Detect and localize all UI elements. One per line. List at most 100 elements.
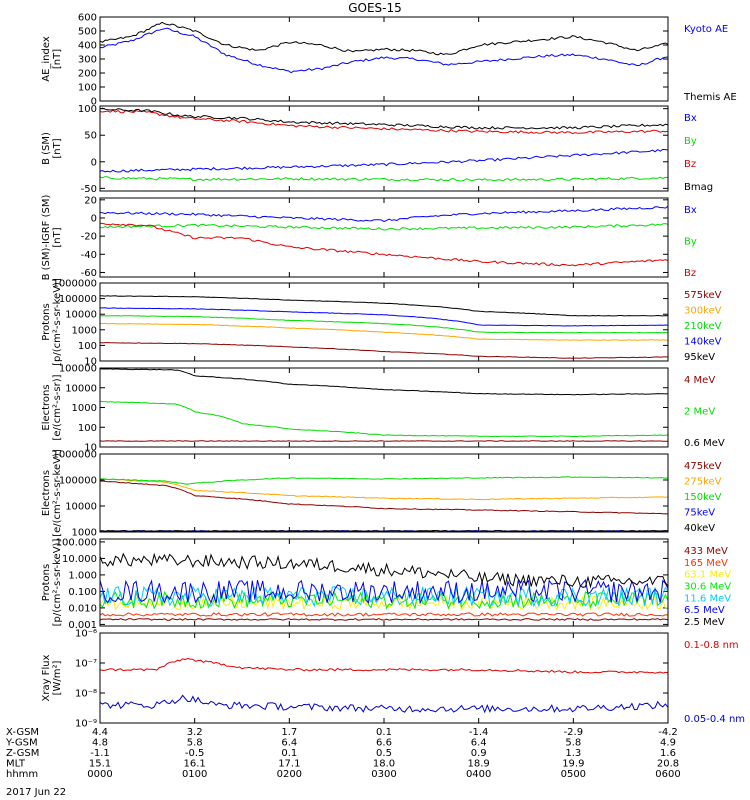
panel-bigrf: -60 -40 -20 0 20 B (SM)-IGRF (SM) [nT] Bx By Bz — [41, 195, 697, 281]
y-tick-label: 10⁻⁸ — [75, 689, 97, 700]
y-tick-label: 10 — [84, 357, 97, 368]
series-line — [99, 440, 669, 442]
y-tick-label: 10.000 — [62, 554, 97, 565]
orbit-value: 1.6 — [660, 748, 676, 759]
orbit-row-label: hhmm — [6, 769, 38, 780]
y-tick-label: 200 — [78, 69, 97, 80]
y-axis-label: [nT] — [52, 49, 63, 69]
y-tick-label: 0.001 — [68, 620, 97, 631]
y-tick-label: 500 — [78, 27, 97, 38]
y-tick-label: 1.000 — [68, 570, 97, 581]
series-line — [99, 552, 669, 589]
date-label: 2017 Jun 22 — [6, 787, 67, 798]
figure-title: GOES-15 — [348, 1, 402, 15]
y-tick-label: 300 — [78, 55, 97, 66]
series-line — [99, 694, 669, 714]
y-tick-label: 1000 — [72, 403, 97, 414]
series-line — [99, 109, 669, 135]
y-axis-label: [p/(cm²-s-sr-keV)] — [52, 539, 63, 627]
orbit-value: 4.4 — [92, 727, 108, 738]
y-axis-label: B (SM) — [41, 132, 52, 165]
orbit-value: -1.1 — [90, 748, 110, 759]
series-line — [99, 223, 669, 231]
orbit-value: 0400 — [466, 769, 491, 780]
orbit-value: 0.9 — [471, 748, 487, 759]
y-tick-label: 100 — [78, 341, 97, 352]
legend-entry: 140keV — [684, 337, 722, 348]
legend-entry: 75keV — [684, 508, 715, 519]
series-line — [99, 176, 669, 182]
series-line — [99, 21, 669, 56]
legend-entry: Kyoto AE — [684, 24, 728, 35]
panel-frame — [99, 367, 669, 448]
y-axis-label: [nT] — [52, 227, 63, 247]
series-line — [99, 107, 669, 130]
y-axis-label: Electrons — [41, 470, 52, 516]
series-line — [99, 368, 669, 396]
legend-entry: Bmag — [684, 182, 713, 193]
y-tick-label: 10000 — [65, 383, 97, 394]
y-tick-label: 100000 — [59, 294, 97, 305]
legend-entry: 210keV — [684, 321, 722, 332]
orbit-value: 0.1 — [281, 748, 297, 759]
series-line — [99, 222, 669, 267]
orbit-value: 16.1 — [184, 759, 206, 770]
y-tick-label: 0.100 — [68, 587, 97, 598]
orbit-value: 15.1 — [89, 759, 111, 770]
series-line — [100, 307, 669, 327]
legend-entry: 575keV — [684, 290, 722, 301]
legend-entry: 11.6 MeV — [684, 593, 731, 604]
series-line — [99, 322, 669, 341]
y-tick-label: 1000 — [72, 325, 97, 336]
y-axis-label: [e/(cm²-s-sr)] — [52, 374, 63, 440]
y-axis-label: Xray Flux — [41, 654, 52, 701]
orbit-value: 0300 — [371, 769, 396, 780]
legend-entry: By — [684, 237, 697, 248]
orbit-value: 19.9 — [562, 759, 584, 770]
legend-entry: Bz — [684, 268, 696, 279]
y-axis-label: AE_index — [41, 36, 52, 82]
panel-frame — [99, 538, 669, 627]
orbit-value: 17.1 — [278, 759, 300, 770]
orbit-value: 5.8 — [187, 738, 203, 749]
panel-ae: 0 100 200 300 400 500 600 AE_index [nT] Kyoto AE T… — [41, 13, 737, 108]
y-axis-label: Electrons — [41, 384, 52, 430]
y-tick-label: 0.010 — [68, 603, 97, 614]
panel-electrons-mev: 10 100 1000 10000 100000 Electrons [e/(cm²-s-s… — [41, 364, 725, 454]
orbit-value: 0.5 — [376, 748, 392, 759]
y-axis-label: [nT] — [52, 138, 63, 158]
legend-entry: 2 MeV — [684, 407, 715, 418]
legend-entry: 4 MeV — [684, 375, 715, 386]
legend-entry: 6.5 MeV — [684, 605, 725, 616]
series-line — [99, 478, 669, 501]
y-axis-label: [e/(cm²-s-sr-keV)] — [52, 449, 63, 537]
y-tick-label: -50 — [81, 184, 97, 195]
series-line — [99, 342, 669, 359]
legend-entry: Bx — [684, 113, 697, 124]
series-line — [99, 295, 669, 317]
orbit-row-label: MLT — [6, 759, 26, 770]
panel-xray: 10⁻⁹ 10⁻⁸ 10⁻⁷ 10⁻⁶ Xray Flux [W/m²] 0.1-0.8 n… — [41, 629, 745, 730]
orbit-value: 18.9 — [468, 759, 490, 770]
series-line — [99, 205, 669, 223]
series-line — [99, 400, 669, 438]
orbit-value: 3.2 — [187, 727, 203, 738]
orbit-value: 6.4 — [281, 738, 297, 749]
series-line — [99, 578, 669, 605]
panel-protons-mev: 0.001 0.010 0.100 1.000 10.000 100.000 Protons… — [41, 537, 731, 630]
orbit-value: 5.8 — [565, 738, 581, 749]
orbit-value: 0100 — [182, 769, 207, 780]
series-line — [99, 585, 669, 608]
legend-entry: Bx — [684, 205, 697, 216]
series-line — [99, 529, 669, 532]
series-line — [99, 480, 669, 515]
panel-frame — [99, 105, 669, 192]
orbit-value: 0200 — [277, 769, 302, 780]
y-tick-label: -60 — [81, 268, 97, 279]
legend-entry: 150keV — [684, 492, 722, 503]
legend-entry: 63.1 MeV — [684, 570, 731, 581]
orbit-value: 0500 — [561, 769, 586, 780]
orbit-value: 1.3 — [565, 748, 581, 759]
series-line — [99, 315, 669, 334]
